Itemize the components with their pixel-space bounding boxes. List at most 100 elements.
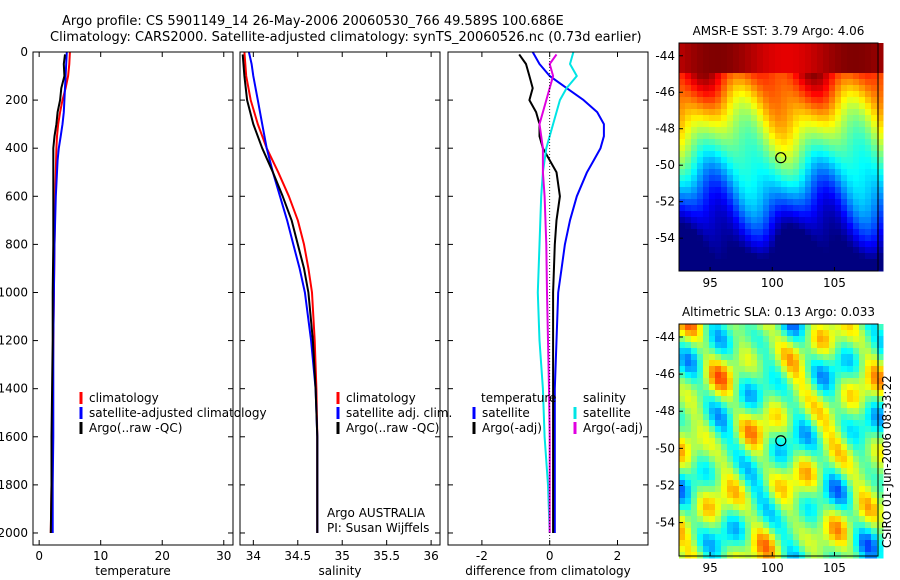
map-cell	[757, 492, 764, 499]
map-cell	[787, 79, 794, 86]
map-cell	[691, 91, 698, 98]
map-cell	[835, 408, 842, 415]
map-cell	[841, 115, 848, 122]
map-cell	[853, 169, 860, 176]
map-cell	[709, 85, 716, 92]
map-cell	[751, 414, 758, 421]
map-cell	[775, 414, 782, 421]
map-cell	[757, 444, 764, 451]
map-cell	[865, 115, 872, 122]
map-cell	[727, 360, 734, 367]
map-cell	[721, 109, 728, 116]
map-cell	[829, 103, 836, 110]
map-cell	[769, 540, 776, 547]
map-cell	[697, 49, 704, 56]
map-cell	[817, 223, 824, 230]
float-position-marker	[775, 435, 787, 447]
map-cell	[781, 456, 788, 463]
map-cell	[721, 456, 728, 463]
map-cell	[691, 414, 698, 421]
map-cell	[709, 211, 716, 218]
map-cell	[703, 175, 710, 182]
map-cell	[841, 432, 848, 439]
map-cell	[709, 366, 716, 373]
map-cell	[721, 546, 728, 553]
map-cell	[865, 456, 872, 463]
map-cell	[679, 450, 686, 457]
map-cell	[841, 408, 848, 415]
map-cell	[745, 540, 752, 547]
map-cell	[691, 324, 698, 331]
map-cell	[829, 253, 836, 260]
map-cell	[841, 402, 848, 409]
map-cell	[751, 450, 758, 457]
map-cell	[745, 85, 752, 92]
map-cell	[763, 241, 770, 248]
map-cell	[703, 157, 710, 164]
map-cell	[709, 540, 716, 547]
map-cell	[841, 103, 848, 110]
map-cell	[745, 432, 752, 439]
y-tick-label: 1600	[0, 430, 28, 444]
map-cell	[877, 492, 884, 499]
map-cell	[745, 235, 752, 242]
map-cell	[781, 43, 788, 50]
map-cell	[739, 504, 746, 511]
map-cell	[775, 79, 782, 86]
map-cell	[685, 163, 692, 170]
map-cell	[697, 396, 704, 403]
map-cell	[691, 432, 698, 439]
map-cell	[745, 265, 752, 272]
map-cell	[769, 438, 776, 445]
map-cell	[787, 456, 794, 463]
map-cell	[799, 265, 806, 272]
map-cell	[751, 432, 758, 439]
map-cell	[751, 468, 758, 475]
map-cell	[799, 223, 806, 230]
map-cell	[739, 330, 746, 337]
map-cell	[799, 73, 806, 80]
map-cell	[799, 175, 806, 182]
map-cell	[865, 163, 872, 170]
map-cell	[805, 450, 812, 457]
map-cell	[721, 259, 728, 266]
map-cell	[853, 438, 860, 445]
map-cell	[757, 474, 764, 481]
map-cell	[691, 504, 698, 511]
map-cell	[805, 354, 812, 361]
map-cell	[733, 151, 740, 158]
map-cell	[727, 444, 734, 451]
map-cell	[685, 402, 692, 409]
map-cell	[739, 187, 746, 194]
map-cell	[763, 528, 770, 535]
map-cell	[727, 43, 734, 50]
map-cell	[841, 253, 848, 260]
panel-frame-2	[239, 51, 441, 546]
map-cell	[727, 211, 734, 218]
map-cell	[679, 241, 686, 248]
map-cell	[865, 540, 872, 547]
map-cell	[721, 103, 728, 110]
map-cell	[799, 330, 806, 337]
map-cell	[841, 462, 848, 469]
map-cell	[877, 522, 884, 529]
map-cell	[727, 492, 734, 499]
map-cell	[745, 324, 752, 331]
map-cell	[757, 91, 764, 98]
map-cell	[865, 348, 872, 355]
map-cell	[727, 235, 734, 242]
map-cell	[739, 468, 746, 475]
map-cell	[835, 468, 842, 475]
map-cell	[787, 187, 794, 194]
map-cell	[877, 193, 884, 200]
map-cell	[769, 396, 776, 403]
map-cell	[739, 223, 746, 230]
map-cell	[745, 139, 752, 146]
map-cell	[817, 187, 824, 194]
map-cell	[757, 55, 764, 62]
map-cell	[847, 139, 854, 146]
map-cell	[715, 348, 722, 355]
map-cell	[739, 432, 746, 439]
map-cell	[697, 390, 704, 397]
map-cell	[787, 354, 794, 361]
